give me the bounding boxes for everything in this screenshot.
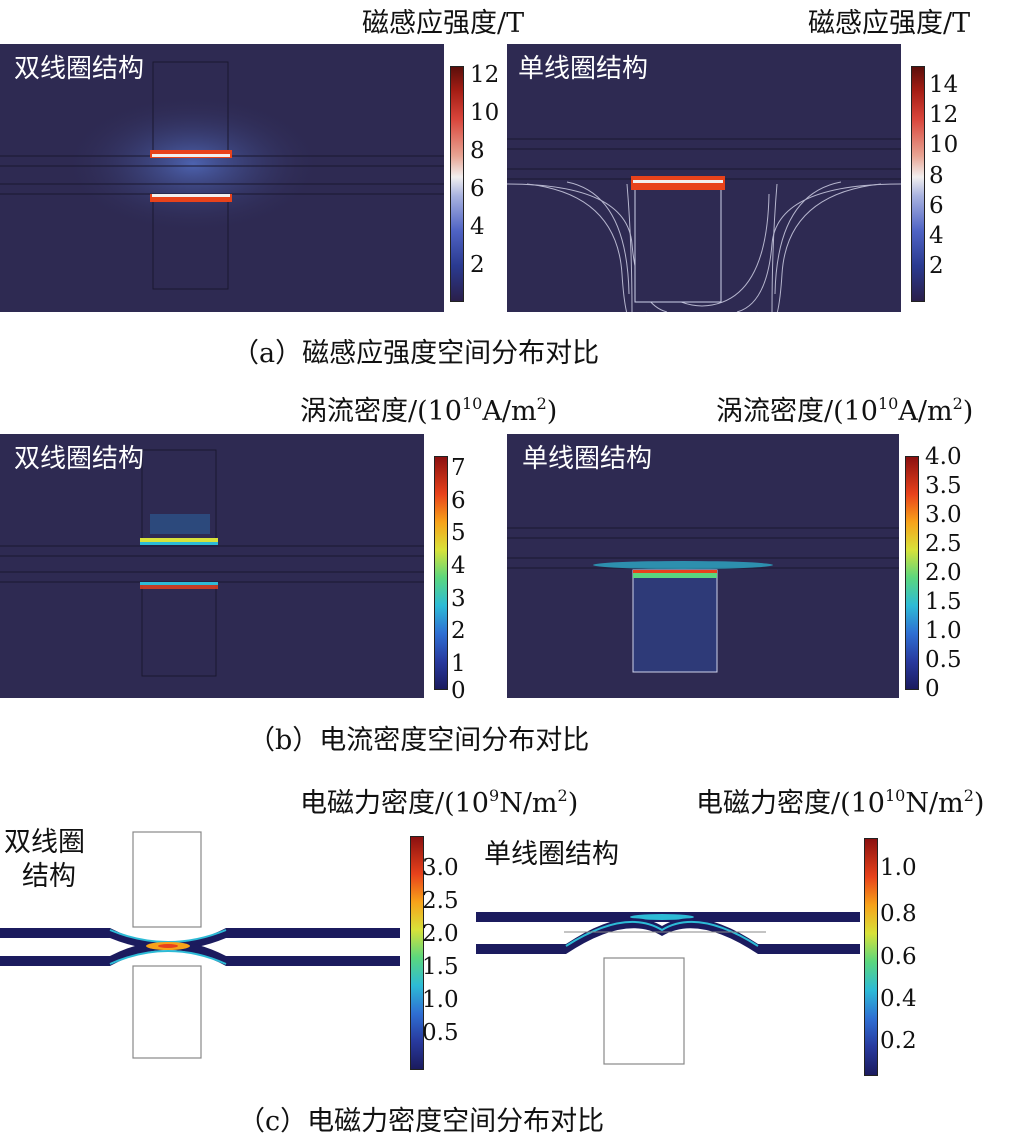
caption-c: （c）电磁力密度空间分布对比 xyxy=(238,1106,605,1137)
tick-label: 1.0 xyxy=(925,618,962,644)
tick-label: 4.0 xyxy=(925,444,962,470)
colorbar-title-c-right: 电磁力密度/(1010N/m2) xyxy=(696,786,985,819)
tick-label: 2.5 xyxy=(422,888,459,914)
field-svg-b-right xyxy=(507,527,899,673)
colorbar-b-left xyxy=(434,456,448,690)
colorbar-a-right xyxy=(911,66,925,302)
tick-label: 6 xyxy=(470,176,485,202)
tick-label: 3.5 xyxy=(925,473,962,499)
tick-label: 1.0 xyxy=(422,987,459,1013)
tick-label: 0 xyxy=(925,676,940,702)
tick-label: 0.8 xyxy=(880,901,917,927)
colorbar-c-right xyxy=(864,838,878,1076)
tick-label: 10 xyxy=(929,132,959,158)
tick-label: 2 xyxy=(470,252,485,278)
tick-label: 0.4 xyxy=(880,986,917,1012)
colorbar-title-b-left: 磁感应强度/T xyxy=(362,8,525,39)
tick-label: 0.6 xyxy=(880,944,917,970)
label-double-coil-c: 双线圈 结构 xyxy=(4,826,85,894)
tick-label: 2 xyxy=(929,253,944,279)
colorbar-b-right xyxy=(905,456,919,690)
tick-label: 12 xyxy=(470,62,500,88)
tick-label: 4 xyxy=(470,214,485,240)
label-double-coil-b: 双线圈结构 xyxy=(14,444,145,474)
colorbar-c-left xyxy=(410,836,424,1070)
tick-label: 0.5 xyxy=(925,647,962,673)
field-plot-b-left xyxy=(0,434,424,698)
tick-label: 12 xyxy=(929,102,959,128)
field-svg-b-left xyxy=(0,449,424,677)
tick-label: 10 xyxy=(470,100,500,126)
tick-label: 2 xyxy=(451,618,466,644)
tick-label: 0 xyxy=(451,678,466,704)
tick-label: 6 xyxy=(929,193,944,219)
tick-label: 7 xyxy=(451,455,466,481)
label-line: 结构 xyxy=(22,861,76,892)
colorbar-a-left xyxy=(450,66,464,302)
tick-label: 1 xyxy=(451,651,466,677)
tick-label: 1.5 xyxy=(422,954,459,980)
label-single-coil-b: 单线圈结构 xyxy=(522,444,653,474)
tick-label: 1.0 xyxy=(880,855,917,881)
caption-b: （b）电流密度空间分布对比 xyxy=(248,725,590,756)
field-plot-a-right xyxy=(507,44,901,312)
colorbar-title-c-left: 电磁力密度/(109N/m2) xyxy=(300,786,579,819)
label-single-coil-c: 单线圈结构 xyxy=(484,839,619,870)
force-svg-c-left xyxy=(0,831,400,1059)
field-svg-a-left xyxy=(0,61,444,290)
colorbar-title-b-left: 涡流密度/(1010A/m2) xyxy=(300,394,558,427)
tick-label: 0.5 xyxy=(422,1020,459,1046)
tick-label: 8 xyxy=(929,163,944,189)
tick-label: 3.0 xyxy=(422,855,459,881)
tick-label: 4 xyxy=(451,553,466,579)
tick-label: 1.5 xyxy=(925,589,962,615)
tick-label: 3 xyxy=(451,586,466,612)
caption-a: （a）磁感应强度空间分布对比 xyxy=(232,338,600,369)
tick-label: 5 xyxy=(451,520,466,546)
colorbar-title-b-right: 磁感应强度/T xyxy=(808,8,971,39)
label-double-coil-a: 双线圈结构 xyxy=(14,54,145,84)
tick-label: 8 xyxy=(470,138,485,164)
field-plot-b-right xyxy=(507,434,899,698)
field-plot-a-left xyxy=(0,44,444,312)
force-svg-c-right xyxy=(476,912,860,1065)
tick-label: 2.0 xyxy=(422,921,459,947)
label-line: 双线圈 xyxy=(4,827,85,858)
tick-label: 2.5 xyxy=(925,531,962,557)
tick-label: 4 xyxy=(929,223,944,249)
tick-label: 3.0 xyxy=(925,502,962,528)
tick-label: 14 xyxy=(929,72,959,98)
label-single-coil-a: 单线圈结构 xyxy=(518,54,649,84)
tick-label: 0.2 xyxy=(880,1028,917,1054)
tick-label: 6 xyxy=(451,488,466,514)
colorbar-title-b-right: 涡流密度/(1010A/m2) xyxy=(716,394,974,427)
field-svg-a-right xyxy=(507,138,901,312)
tick-label: 2.0 xyxy=(925,560,962,586)
